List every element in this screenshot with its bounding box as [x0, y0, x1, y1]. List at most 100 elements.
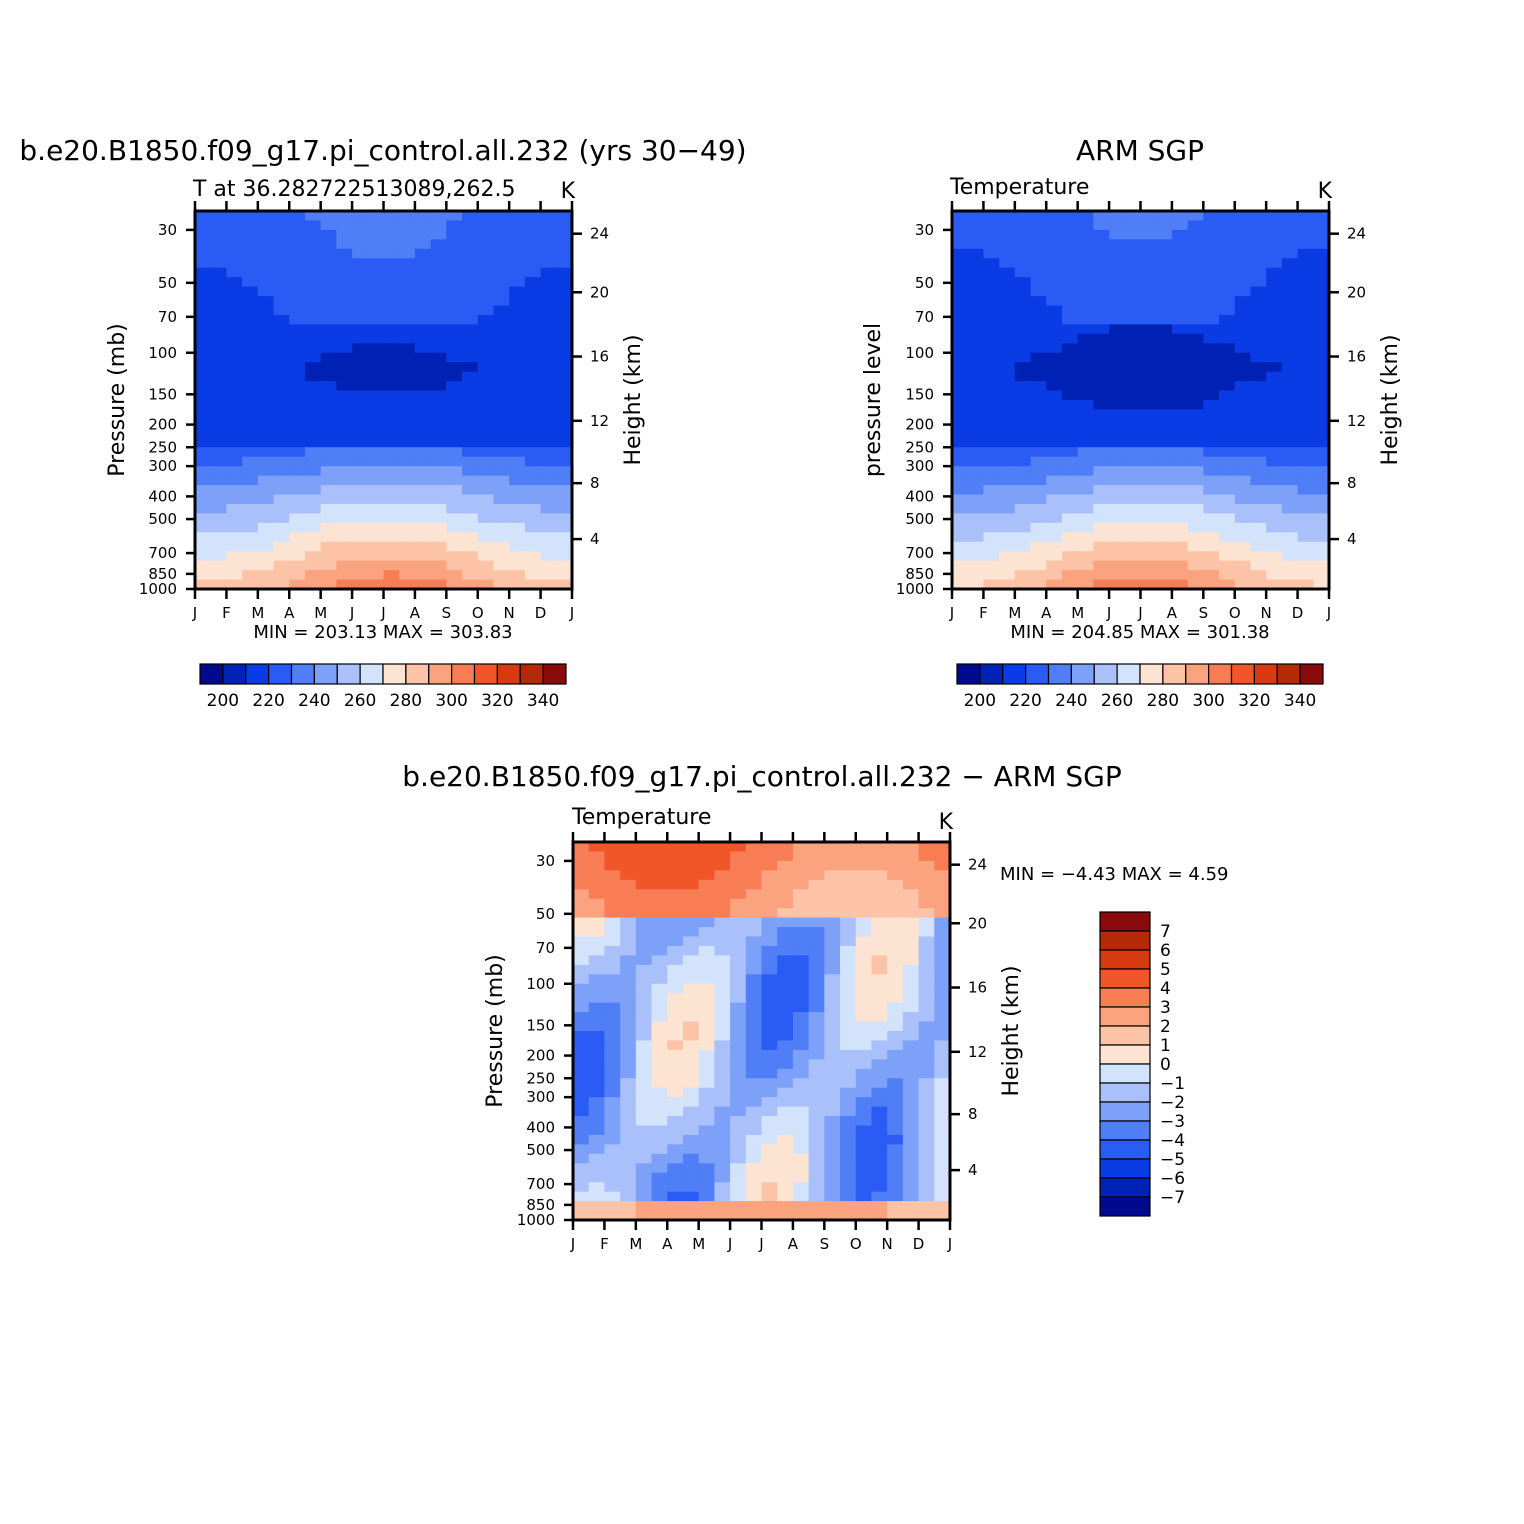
- contour-cell: [1281, 371, 1299, 382]
- contour-cell: [320, 551, 337, 562]
- y-tick-label: 200: [526, 1047, 555, 1065]
- contour-cell: [934, 1116, 951, 1127]
- contour-cell: [399, 352, 416, 363]
- contour-cell: [430, 277, 447, 288]
- contour-cell: [620, 1012, 637, 1023]
- contour-cell: [1171, 513, 1189, 524]
- contour-cell: [352, 286, 369, 297]
- contour-cell: [1030, 286, 1047, 297]
- contour-cell: [524, 324, 542, 335]
- contour-cell: [792, 898, 810, 909]
- contour-cell: [477, 541, 495, 552]
- contour-cell: [477, 352, 495, 363]
- contour-cell: [1297, 229, 1314, 240]
- contour-cell: [1156, 277, 1173, 288]
- contour-cell: [1250, 418, 1267, 429]
- contour-cell: [383, 466, 400, 477]
- contour-cell: [367, 239, 385, 250]
- contour-cell: [414, 485, 432, 496]
- contour-cell: [367, 513, 385, 524]
- contour-cell: [336, 494, 353, 505]
- contour-cell: [1281, 211, 1299, 222]
- contour-cell: [871, 851, 888, 862]
- contour-cell: [887, 1068, 904, 1079]
- contour-cell: [808, 1049, 825, 1060]
- x-tick-label: S: [442, 604, 452, 622]
- contour-cell: [352, 560, 369, 571]
- contour-cell: [620, 1153, 637, 1164]
- contour-cell: [383, 400, 400, 411]
- contour-cell: [524, 286, 542, 297]
- colorbar-box: [1099, 1139, 1151, 1160]
- contour-cell: [304, 447, 322, 458]
- contour-cell: [1156, 296, 1173, 307]
- contour-cell: [1313, 305, 1330, 316]
- contour-cell: [367, 400, 385, 411]
- contour-cell: [1061, 532, 1079, 543]
- contour-cell: [367, 437, 385, 448]
- contour-cell: [983, 352, 1000, 363]
- contour-cell: [902, 898, 920, 909]
- contour-cell: [1281, 475, 1299, 486]
- contour-cell: [304, 409, 322, 420]
- contour-cell: [446, 437, 463, 448]
- colorbar-box: [1139, 663, 1164, 685]
- contour-cell: [808, 1201, 825, 1212]
- contour-cell: [540, 532, 557, 543]
- contour-cell: [952, 522, 969, 533]
- contour-cell: [1281, 485, 1299, 496]
- contour-cell: [1093, 343, 1110, 354]
- contour-cell: [1203, 494, 1220, 505]
- contour-cell: [588, 1172, 606, 1183]
- contour-cell: [855, 1068, 873, 1079]
- contour-cell: [336, 239, 353, 250]
- contour-cell: [1266, 333, 1283, 344]
- contour-cell: [1030, 343, 1047, 354]
- contour-cell: [462, 522, 479, 533]
- contour-cell: [1266, 305, 1283, 316]
- contour-cell: [304, 400, 322, 411]
- contour-cell: [399, 305, 416, 316]
- colorbar-label: −1: [1160, 1074, 1185, 1094]
- contour-cell: [509, 333, 526, 344]
- contour-cell: [1109, 447, 1126, 458]
- contour-cell: [573, 1210, 590, 1221]
- contour-cell: [304, 541, 322, 552]
- colorbar-label: 260: [344, 691, 376, 711]
- contour-cell: [226, 381, 243, 392]
- contour-cell: [195, 475, 212, 486]
- contour-cell: [745, 1078, 763, 1089]
- contour-cell: [777, 842, 794, 853]
- contour-cell: [1046, 418, 1063, 429]
- contour-cell: [777, 1210, 794, 1221]
- contour-cell: [714, 955, 731, 966]
- contour-cell: [493, 381, 510, 392]
- contour-cell: [289, 352, 306, 363]
- contour-cell: [210, 541, 228, 552]
- contour-cell: [1234, 248, 1252, 259]
- contour-cell: [999, 532, 1016, 543]
- contour-cell: [257, 400, 275, 411]
- contour-cell: [983, 541, 1000, 552]
- contour-cell: [257, 211, 275, 222]
- contour-cell: [509, 466, 526, 477]
- contour-cell: [336, 324, 353, 335]
- contour-cell: [1061, 267, 1079, 278]
- contour-cell: [871, 927, 888, 938]
- contour-cell: [777, 889, 794, 900]
- contour-cell: [1171, 570, 1189, 581]
- contour-cell: [745, 1049, 763, 1060]
- contour-cell: [573, 1040, 590, 1051]
- contour-cell: [477, 390, 495, 401]
- contour-cell: [195, 456, 212, 467]
- contour-cell: [1203, 560, 1220, 571]
- stats-diff: MIN = −4.43 MAX = 4.59: [1000, 864, 1229, 885]
- contour-cell: [367, 371, 385, 382]
- contour-cell: [195, 532, 212, 543]
- contour-cell: [1093, 522, 1110, 533]
- contour-cell: [1109, 400, 1126, 411]
- contour-cell: [304, 333, 322, 344]
- contour-cell: [967, 400, 985, 411]
- contour-cell: [477, 362, 495, 373]
- contour-cell: [682, 1125, 700, 1136]
